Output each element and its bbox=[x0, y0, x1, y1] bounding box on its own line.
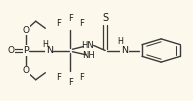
Text: H: H bbox=[42, 40, 48, 49]
Text: S: S bbox=[102, 13, 108, 23]
Text: F: F bbox=[80, 73, 85, 82]
Text: F: F bbox=[56, 19, 61, 28]
Text: O: O bbox=[23, 26, 30, 35]
Text: P: P bbox=[23, 46, 29, 55]
Text: F: F bbox=[68, 14, 73, 23]
Text: O: O bbox=[23, 66, 30, 75]
Text: O: O bbox=[7, 46, 14, 55]
Text: F: F bbox=[56, 73, 61, 82]
Text: N: N bbox=[121, 46, 128, 55]
Text: N: N bbox=[46, 46, 53, 55]
Text: HN: HN bbox=[81, 41, 94, 50]
Text: NH: NH bbox=[82, 51, 95, 60]
Text: F: F bbox=[80, 19, 85, 28]
Text: H: H bbox=[118, 37, 124, 46]
Text: F: F bbox=[68, 78, 73, 87]
